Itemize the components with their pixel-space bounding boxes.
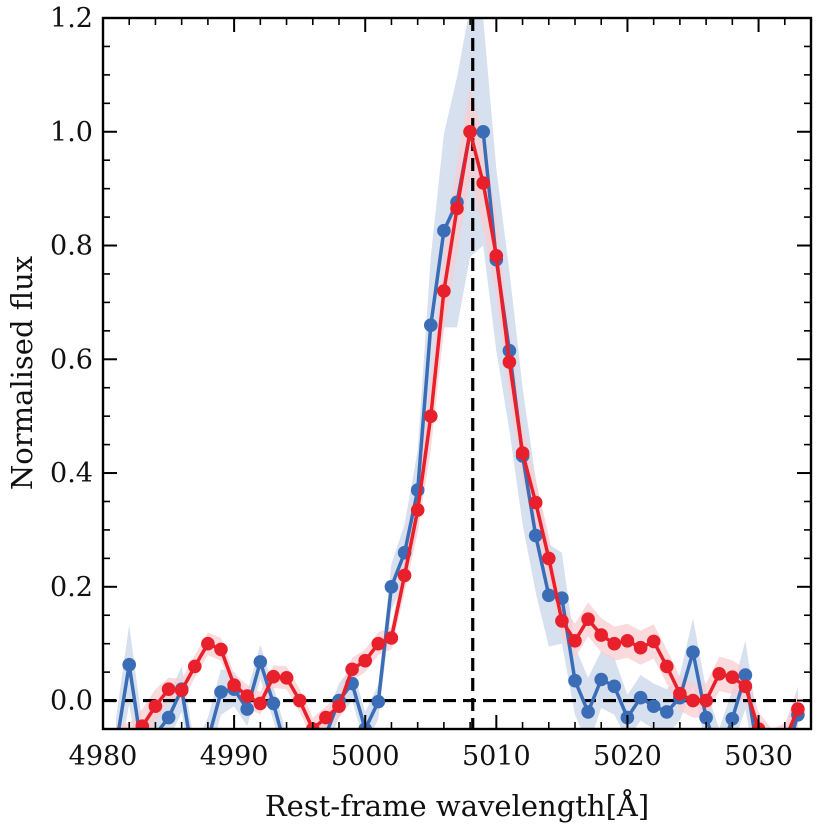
series-2-point <box>476 176 491 190</box>
series-2-point <box>437 284 451 298</box>
series-2-point <box>738 679 753 694</box>
series-1-point <box>581 705 595 719</box>
series-1-point <box>646 699 661 713</box>
series-1-point <box>528 528 543 543</box>
series-2-point <box>253 696 268 711</box>
series-1-point <box>371 694 386 709</box>
series-1-point <box>136 745 150 759</box>
axes-frame <box>101 16 813 731</box>
series-1-point <box>699 710 713 725</box>
series-2-point <box>292 693 307 708</box>
series-1-point <box>280 745 294 759</box>
series-1-point <box>161 710 176 725</box>
series-1-point <box>293 756 307 770</box>
series-2-point <box>620 634 635 648</box>
x-tick-label: 5010 <box>462 741 531 772</box>
plot-frame <box>101 16 813 731</box>
series-2-point <box>673 686 687 701</box>
series-1-point <box>660 705 674 719</box>
series-2-point <box>555 614 569 628</box>
y-axis-label: Normalised flux <box>5 256 39 490</box>
series-2-point <box>214 642 228 657</box>
y-tick-label: 1.2 <box>50 3 93 34</box>
y-tick-label: 0.2 <box>50 572 93 603</box>
series-2-point <box>266 669 281 684</box>
series-1-point <box>568 673 582 688</box>
series-2-point <box>791 702 805 716</box>
y-tick-label: 0.0 <box>50 686 93 717</box>
series-2-point <box>188 659 202 674</box>
series-2-point <box>568 634 582 648</box>
series-1-point <box>437 223 451 238</box>
series-2-point <box>135 719 150 729</box>
series-1-point <box>122 657 136 672</box>
series-2-point <box>384 631 399 645</box>
x-tick-label: 5000 <box>331 741 400 772</box>
series-1-point <box>253 655 268 669</box>
series-1-point <box>686 645 700 659</box>
series-2-point <box>358 653 373 668</box>
axis-ticks: 4980 4990 5000 5010 5020 5030 0.0 0.2 0.4 0.6 0.8 1… <box>50 3 812 772</box>
series-2-point <box>279 671 294 685</box>
x-tick-label: 5020 <box>593 741 662 772</box>
series-1-point <box>725 712 740 726</box>
series-2-point <box>502 355 517 369</box>
series-1-point <box>384 580 399 594</box>
x-tick-label: 5030 <box>724 741 793 772</box>
y-tick-label: 0.8 <box>50 231 93 262</box>
series-2-point <box>148 699 163 713</box>
series-2-point <box>450 201 464 216</box>
series-2-point <box>581 612 595 626</box>
series-2-point <box>725 670 740 684</box>
series-1-point <box>424 318 438 333</box>
series-2-point <box>699 693 713 708</box>
error-band-1 <box>116 18 798 729</box>
series-2-point <box>463 125 477 139</box>
series-1-point <box>542 588 556 603</box>
y-tick-label: 1.0 <box>50 117 93 148</box>
series-2-point <box>397 568 412 583</box>
series-2-point <box>489 249 504 263</box>
series-2-point <box>240 689 254 703</box>
series-2-point <box>332 699 346 713</box>
y-tick-label: 0.6 <box>50 344 93 375</box>
series-2-point <box>410 503 425 517</box>
y-tick-label: 0.4 <box>50 458 93 489</box>
series-2-point <box>174 683 189 698</box>
series-2-point <box>607 636 622 651</box>
series-1-point <box>240 702 254 716</box>
series-2-point <box>646 634 661 649</box>
series-2-point <box>542 551 556 566</box>
series-2-point <box>319 710 333 725</box>
series-1-point <box>306 751 320 765</box>
x-tick-label: 4990 <box>200 741 269 772</box>
series-1-point <box>214 685 228 699</box>
x-tick-label: 4980 <box>69 741 138 772</box>
series-2-point <box>515 446 530 460</box>
series-2-point <box>528 495 543 510</box>
series-2-point <box>161 682 176 696</box>
series-2-point <box>633 640 648 655</box>
series-1-point <box>607 679 622 694</box>
series-2-point <box>345 662 359 677</box>
series-1-point <box>633 690 648 705</box>
x-axis-label: Rest-frame wavelength[Å] <box>265 788 649 823</box>
series-2-point <box>712 667 726 681</box>
series-2-point <box>424 409 438 424</box>
series-2-point <box>686 693 700 708</box>
series-2-point <box>660 659 674 674</box>
series-2-point <box>594 628 608 642</box>
series-1-point <box>594 672 608 687</box>
series-2-point <box>201 636 215 651</box>
series-1-point <box>738 668 753 682</box>
series-2-point <box>371 636 386 651</box>
series-2-point <box>227 678 241 692</box>
series-1-point <box>476 125 491 139</box>
series-1-point <box>266 696 281 711</box>
